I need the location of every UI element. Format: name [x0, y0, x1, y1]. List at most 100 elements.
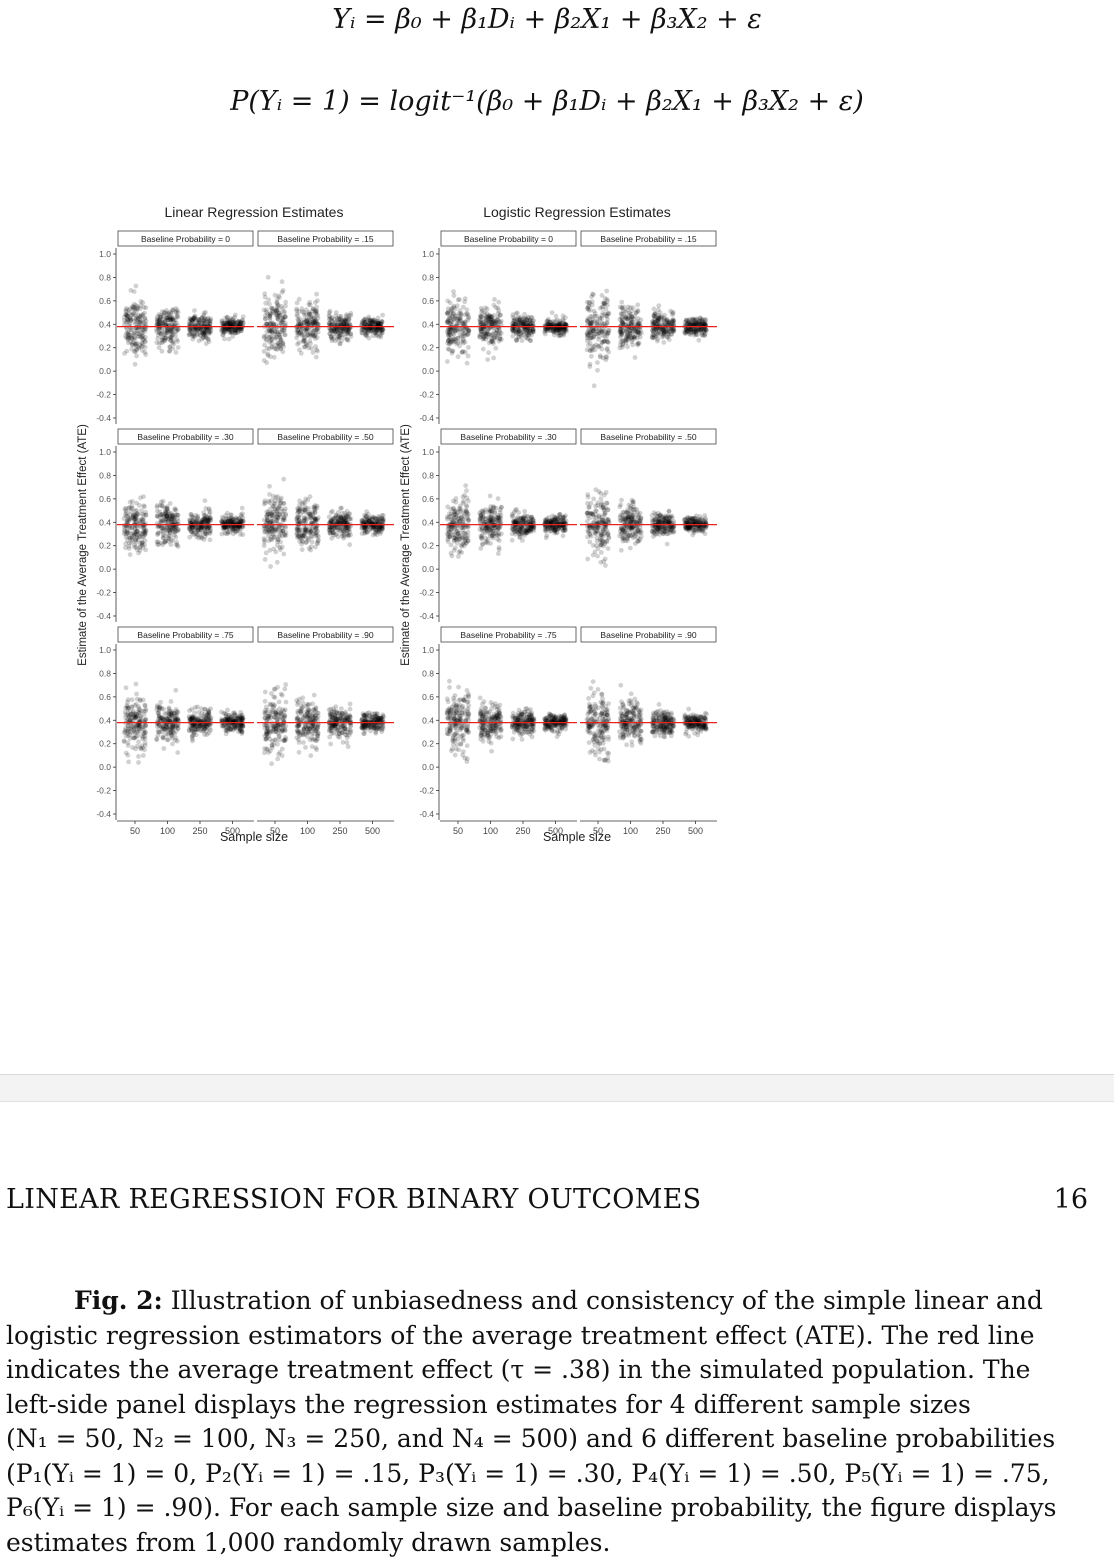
data-point — [276, 343, 281, 348]
data-point — [170, 340, 176, 346]
data-point — [495, 311, 501, 316]
data-point — [206, 506, 212, 511]
data-point — [167, 328, 172, 334]
data-point — [499, 337, 504, 342]
data-point — [306, 312, 312, 317]
data-point — [219, 531, 225, 537]
data-point — [279, 329, 285, 335]
data-point — [280, 314, 286, 320]
data-point — [340, 730, 346, 735]
data-point — [137, 333, 142, 339]
data-point — [199, 328, 205, 334]
data-point — [165, 315, 171, 321]
data-point — [496, 299, 502, 305]
data-point — [167, 334, 173, 340]
data-point — [486, 340, 492, 346]
data-point — [312, 506, 318, 511]
data-point — [190, 317, 196, 323]
data-point — [175, 345, 181, 350]
data-point — [461, 338, 466, 343]
data-point — [329, 535, 335, 541]
data-point — [143, 706, 149, 712]
data-point — [175, 310, 181, 315]
data-point — [124, 326, 129, 331]
data-point — [124, 306, 129, 311]
data-point — [122, 351, 127, 356]
data-point — [238, 319, 244, 325]
data-point — [237, 328, 242, 334]
data-point — [208, 321, 213, 327]
data-point — [445, 359, 450, 364]
data-point — [201, 318, 207, 324]
data-point — [269, 340, 275, 346]
data-point — [491, 355, 496, 361]
data-point — [135, 327, 141, 333]
data-point — [347, 713, 352, 719]
data-point — [135, 312, 141, 318]
y-tick-label: 0.2 — [99, 541, 111, 551]
y-tick-label: 0.6 — [99, 692, 111, 702]
data-point — [306, 332, 311, 337]
data-point — [221, 330, 227, 335]
data-point — [195, 327, 200, 333]
data-point — [221, 323, 226, 329]
data-point — [196, 320, 202, 326]
data-point — [495, 305, 501, 311]
data-point — [143, 547, 149, 553]
data-point — [124, 312, 129, 318]
data-point — [239, 318, 245, 323]
data-point — [347, 701, 353, 707]
data-point — [128, 317, 134, 323]
data-point — [267, 312, 273, 318]
data-point — [192, 316, 198, 321]
data-point — [124, 313, 130, 319]
data-point — [262, 316, 268, 322]
data-point — [294, 329, 300, 335]
data-point — [189, 525, 195, 531]
data-point — [130, 342, 135, 348]
data-point — [271, 514, 277, 519]
y-tick-label: 0.8 — [99, 668, 111, 678]
data-point — [281, 737, 287, 743]
data-point — [268, 702, 273, 708]
data-point — [133, 349, 138, 355]
data-point — [313, 318, 318, 324]
data-point — [519, 338, 525, 344]
data-point — [134, 306, 140, 311]
y-tick-label: 0.0 — [99, 366, 111, 376]
data-point — [230, 316, 236, 322]
facet-label: Baseline Probability = .50 — [277, 432, 373, 442]
data-point — [187, 332, 193, 337]
data-point — [187, 327, 193, 332]
data-point — [269, 328, 275, 333]
data-point — [194, 330, 199, 335]
data-point — [137, 314, 143, 319]
data-point — [232, 330, 238, 336]
data-point — [173, 687, 179, 693]
data-point — [236, 322, 242, 328]
data-point — [451, 293, 457, 298]
data-point — [205, 336, 211, 341]
data-point — [123, 311, 128, 317]
data-point — [236, 320, 242, 326]
data-point — [269, 691, 274, 696]
data-point — [232, 321, 237, 326]
data-point — [138, 303, 144, 308]
data-point — [158, 330, 164, 336]
data-point — [304, 329, 310, 334]
data-point — [268, 354, 273, 360]
data-point — [278, 723, 284, 729]
data-point — [224, 320, 230, 326]
data-point — [348, 313, 354, 318]
data-point — [225, 327, 231, 333]
data-point — [268, 564, 273, 569]
data-point — [155, 332, 161, 338]
data-point — [139, 318, 144, 324]
data-point — [307, 319, 313, 325]
data-point — [275, 539, 280, 545]
data-point — [308, 311, 314, 317]
data-point — [486, 326, 492, 332]
data-point — [270, 330, 275, 335]
data-point — [154, 322, 160, 327]
data-point — [298, 327, 304, 333]
